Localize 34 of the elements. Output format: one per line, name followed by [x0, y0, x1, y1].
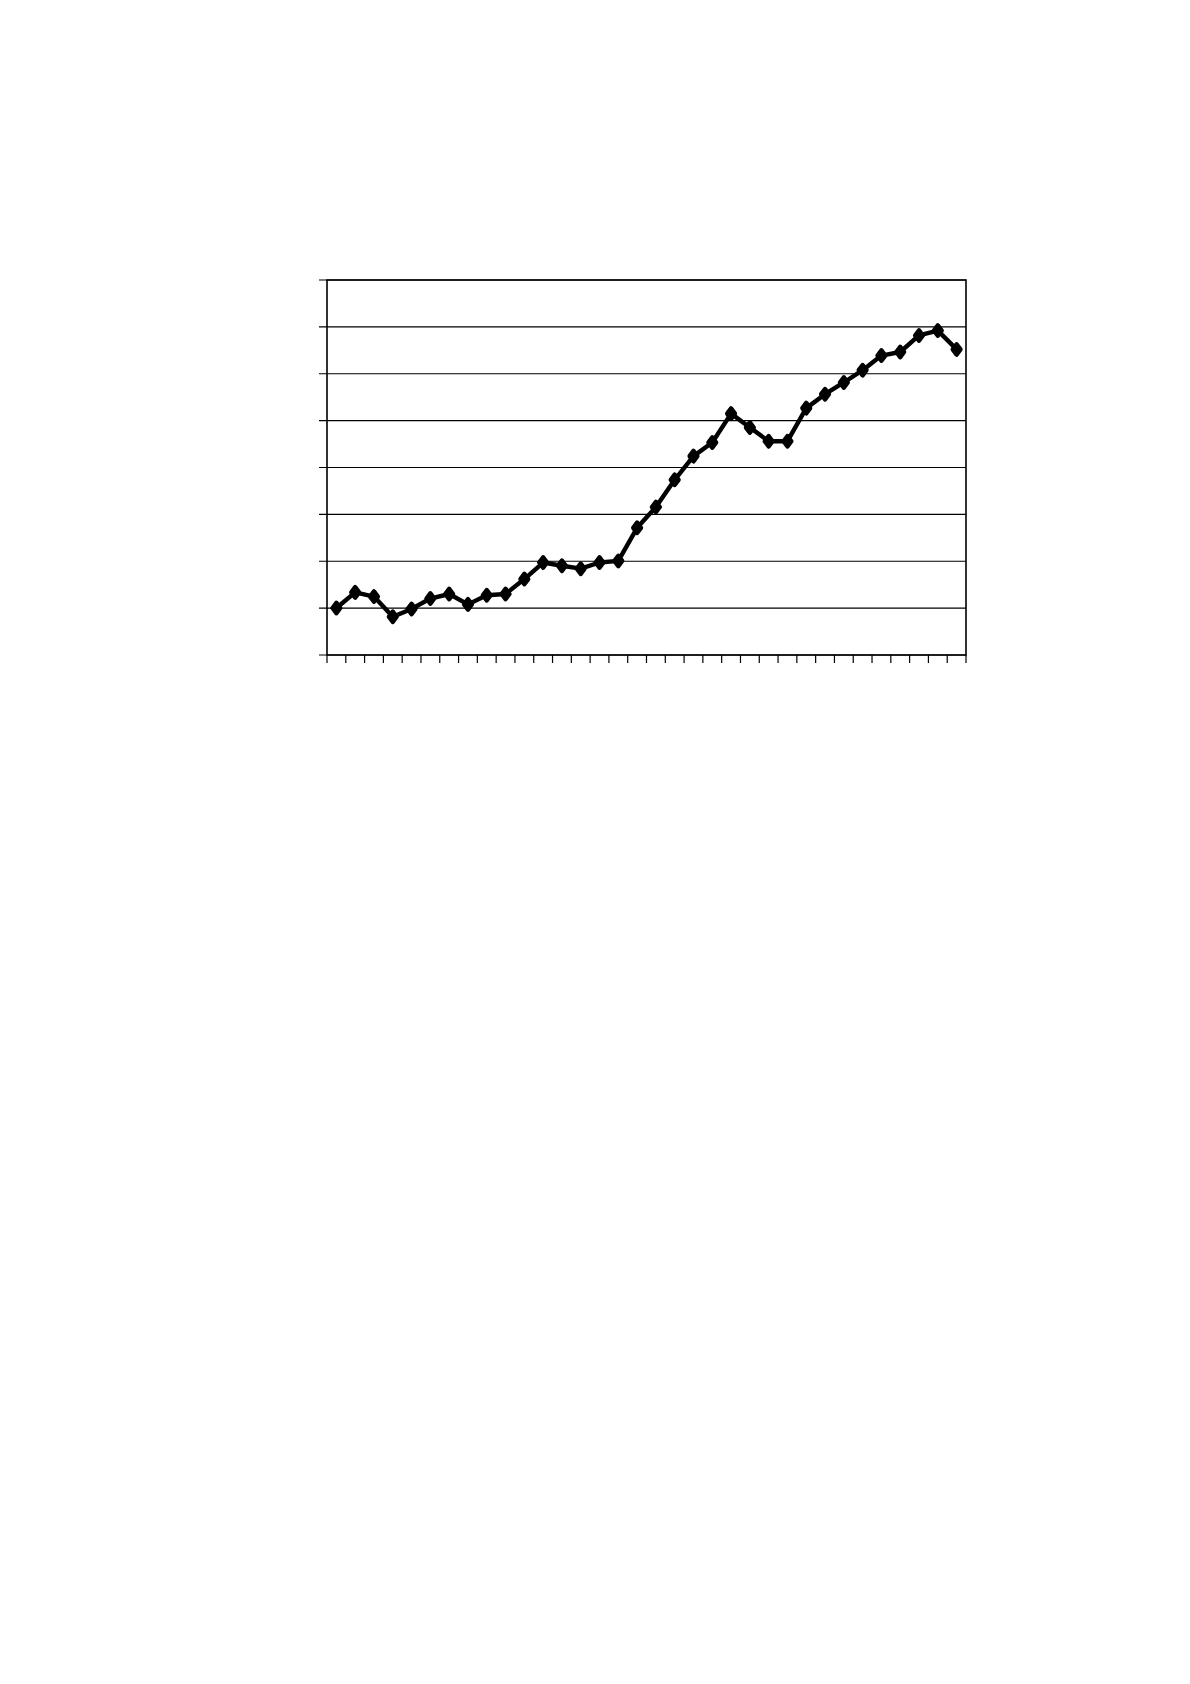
- point: [950, 342, 963, 357]
- point: [912, 328, 926, 343]
- point: [405, 601, 418, 617]
- point: [837, 375, 850, 390]
- point: [555, 558, 569, 574]
- point: [349, 584, 362, 600]
- point: [800, 400, 813, 416]
- point: [386, 609, 399, 625]
- point: [461, 596, 475, 612]
- point: [480, 587, 493, 603]
- point: [330, 600, 343, 616]
- point: [574, 561, 587, 577]
- point: [367, 589, 381, 604]
- point: [724, 406, 738, 422]
- point: [443, 586, 456, 602]
- point: [668, 472, 681, 488]
- point: [518, 571, 531, 587]
- point: [931, 323, 944, 338]
- point: [875, 348, 888, 363]
- point: [894, 344, 907, 360]
- point: [593, 555, 606, 570]
- point: [743, 420, 756, 435]
- point: [612, 553, 625, 569]
- point: [537, 555, 550, 570]
- point: [424, 591, 437, 606]
- point: [649, 499, 662, 515]
- point: [818, 386, 832, 402]
- point: [499, 586, 512, 602]
- point: [856, 362, 869, 378]
- point: [687, 448, 700, 464]
- point: [631, 520, 644, 536]
- point: [762, 433, 775, 449]
- point: [781, 433, 794, 449]
- point: [706, 435, 719, 450]
